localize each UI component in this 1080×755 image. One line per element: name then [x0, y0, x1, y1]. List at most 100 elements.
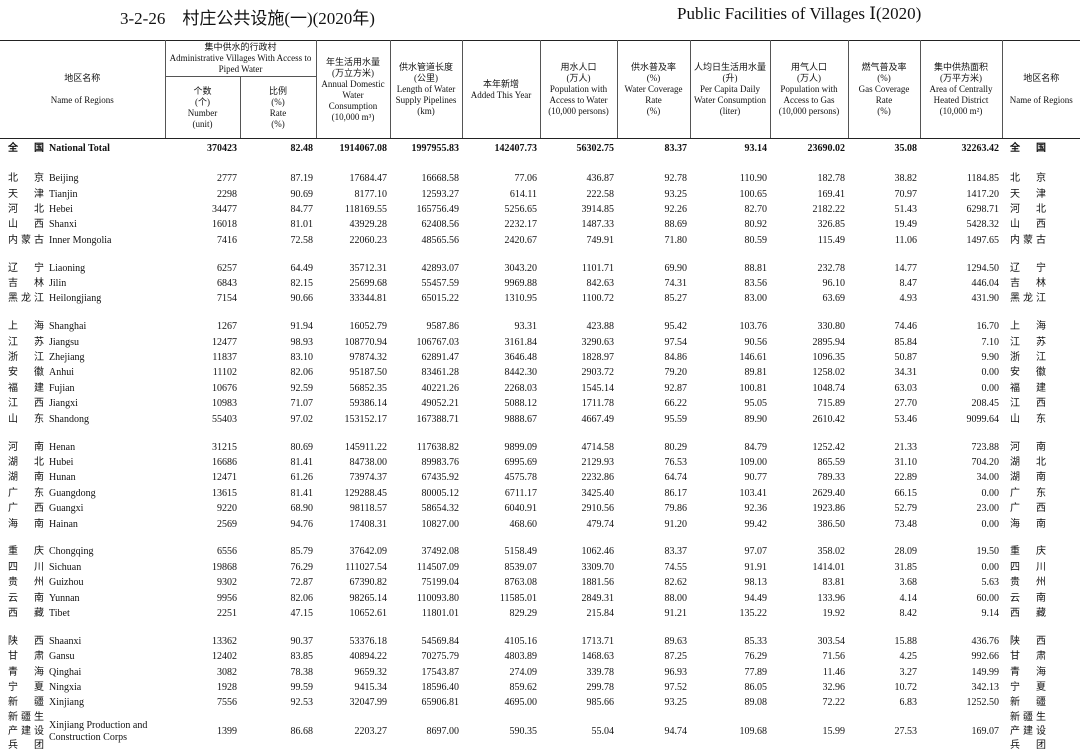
cell-value: 117638.82 [416, 441, 460, 453]
header-en: Name of Regions [50, 95, 114, 105]
spacer-cell [0, 248, 1080, 261]
cell-value: 8177.10 [354, 188, 388, 200]
cell-value: 65906.81 [421, 697, 460, 709]
cell-value: 614.11 [509, 188, 538, 200]
region-cn: 浙江 [1002, 350, 1080, 365]
cell-value: 5.63 [981, 577, 1000, 589]
cell-value: 88.81 [744, 262, 768, 274]
cell-value: 98.13 [744, 577, 768, 589]
cell-value: 4803.89 [504, 651, 538, 663]
region-cn: 四川 [1002, 560, 1080, 575]
cell-value: 31.10 [894, 456, 918, 468]
cell-value: 83.00 [744, 293, 768, 305]
cell-value: 749.91 [586, 234, 615, 246]
header-unit: (%) [271, 118, 285, 129]
spacer-cell [0, 307, 1080, 320]
cell-value: 62408.56 [421, 219, 460, 231]
cell-value: 14.77 [894, 262, 918, 274]
region-cn: 浙江 [0, 350, 46, 365]
spacer-cell [0, 427, 1080, 440]
header-unit: (km) [417, 106, 435, 116]
cell-value: 65015.22 [421, 293, 460, 305]
cell-value: 92.36 [744, 503, 768, 515]
cell-value: 38.82 [894, 173, 918, 185]
cell-value: 83.37 [664, 546, 688, 558]
cell-value: 85.33 [744, 635, 768, 647]
region-cn-text: 黑龙江 [8, 293, 44, 305]
region-cn: 江西 [1002, 397, 1080, 412]
cell-value: 31.85 [894, 561, 918, 573]
cell-value: 91.94 [290, 321, 314, 333]
region-cn-text: 广东 [8, 487, 44, 499]
cell-value: 8.42 [899, 607, 918, 619]
table-row: 海南 Hainan 2569 94.76 17408.31 10827.00 468.60 4… [0, 517, 1080, 532]
cell-value: 3.27 [899, 666, 918, 678]
cell-value: 1417.20 [966, 188, 1000, 200]
cell-value: 12593.27 [421, 188, 460, 200]
cell-value: 96.10 [822, 278, 846, 290]
cell-value: 133.96 [817, 592, 846, 604]
cell-value: 299.78 [586, 682, 615, 694]
region-cn: 北京 [0, 172, 46, 187]
region-cn: 福建 [0, 381, 46, 396]
cell-value: 0.00 [981, 561, 1000, 573]
cell-value: 11.06 [894, 234, 918, 246]
cell-value: 90.56 [744, 336, 768, 348]
cell-value: 8539.07 [504, 561, 538, 573]
cell-value: 92.78 [664, 173, 688, 185]
cell-value: 94.76 [290, 518, 314, 530]
cell-value: 17408.31 [349, 518, 388, 530]
cell-value: 98265.14 [349, 592, 388, 604]
region-en: Guangdong [49, 487, 96, 499]
region-cn-text: 山西 [8, 219, 44, 231]
cell-value: 1497.65 [966, 234, 1000, 246]
cell-value: 60.00 [976, 592, 1000, 604]
table-row: 内蒙古 Inner Mongolia 7416 72.58 22060.23 48565.… [0, 233, 1080, 248]
cell-value: 9415.34 [354, 682, 388, 694]
title-cn: 3-2-26 村庄公共设施(一)(2020年) [120, 9, 375, 28]
cell-value: 2910.56 [581, 503, 615, 515]
cell-value: 85.79 [290, 546, 314, 558]
table-row: 云南 Yunnan 9956 82.06 98265.14 110093.80 11585.… [0, 591, 1080, 606]
region-cn-text: 内蒙古 [8, 234, 44, 246]
cell-value: 16686 [212, 456, 237, 468]
region-cn: 重庆 [0, 545, 46, 560]
cell-value: 89.81 [744, 367, 768, 379]
cell-value: 48565.56 [421, 234, 460, 246]
region-cn: 陕西 [1002, 634, 1080, 649]
spacer [0, 622, 1080, 635]
cell-value: 1414.01 [812, 561, 846, 573]
cell-value: 11585.01 [499, 592, 538, 604]
cell-value: 3161.84 [504, 336, 538, 348]
region-cn: 北京 [1002, 172, 1080, 187]
cell-value: 75199.04 [421, 577, 460, 589]
cell-value: 232.78 [817, 262, 846, 274]
region-cn: 黑龙江 [1002, 292, 1080, 307]
region-en: Yunnan [49, 592, 80, 604]
region-en: Shaanxi [49, 635, 82, 647]
cell-value: 16668.58 [421, 173, 460, 185]
header-unit: (%) [877, 106, 891, 116]
cell-value: 715.89 [817, 398, 846, 410]
cell-value: 83.85 [290, 651, 314, 663]
region-en: Anhui [49, 367, 74, 379]
region-cn: 全国 [1002, 139, 1080, 160]
cell-value: 86.05 [744, 682, 768, 694]
region-cn: 山东 [0, 412, 46, 427]
region-cn: 广西 [1002, 501, 1080, 516]
cell-value: 90.66 [290, 293, 314, 305]
cell-value: 67435.92 [421, 472, 460, 484]
region-cn-text: 新疆 [8, 697, 44, 709]
cell-value: 985.66 [586, 697, 615, 709]
cell-value: 370423 [207, 143, 237, 154]
table-row: 西藏 Tibet 2251 47.15 10652.61 11801.01 829.29 21… [0, 606, 1080, 621]
cell-value: 55.04 [591, 726, 615, 738]
region-cn: 江苏 [0, 335, 46, 350]
cell-value: 71.07 [290, 398, 314, 410]
cell-value: 1258.02 [812, 367, 846, 379]
region-en: Hebei [49, 203, 73, 215]
cell-value: 2203.27 [354, 726, 388, 738]
cell-value: 468.60 [509, 518, 538, 530]
cell-value: 4667.49 [581, 413, 615, 425]
cell-value: 69.90 [664, 262, 688, 274]
